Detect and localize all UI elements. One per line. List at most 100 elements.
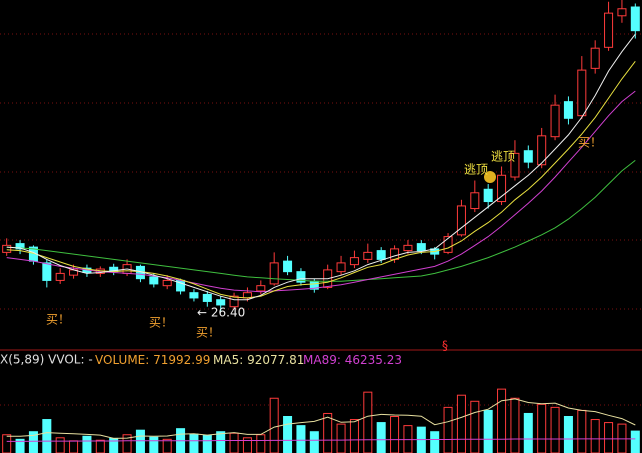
candle-body	[590, 47, 600, 69]
volume-bar	[510, 397, 520, 453]
readout-name: MA89:	[303, 353, 341, 367]
volume-bar	[497, 388, 507, 453]
volume-bar	[55, 437, 65, 453]
annotation: 逃顶	[464, 163, 488, 177]
volume-bar	[42, 419, 52, 453]
candle-body	[403, 244, 413, 252]
volume-bar	[390, 416, 400, 453]
volume-bar	[483, 409, 493, 453]
volume-bar	[296, 425, 306, 453]
volume-bar	[604, 422, 614, 453]
volume-bar	[563, 416, 573, 453]
candle-body	[2, 244, 12, 253]
candle-body	[256, 285, 266, 292]
candle-body	[189, 292, 199, 299]
ma-line	[6, 33, 636, 301]
ma-readout: MA89: 46235.23	[303, 353, 402, 367]
volume-bar	[122, 434, 132, 453]
volume-bar	[189, 433, 199, 453]
volume-bar	[577, 409, 587, 453]
candle-body	[42, 262, 52, 281]
candle-body	[376, 250, 386, 260]
volume-bar	[443, 406, 453, 453]
volume-bar	[630, 430, 640, 453]
readout-value: 46235.23	[345, 353, 402, 367]
candle-body	[470, 192, 480, 210]
annotation: 逃顶	[491, 150, 515, 164]
ma-line	[6, 160, 636, 282]
readout-name: VOLUME:	[95, 353, 149, 367]
volume-readout: VOLUME: 71992.99	[95, 353, 210, 367]
candle-body	[630, 6, 640, 32]
candle-body	[149, 276, 159, 285]
volume-bar	[309, 431, 319, 453]
candle-body	[483, 188, 493, 203]
candle-body	[363, 251, 373, 260]
candle-body	[456, 205, 466, 236]
candle-body	[202, 293, 212, 302]
icon	[484, 171, 496, 183]
volume-bar	[363, 391, 373, 453]
candle-body	[443, 236, 453, 253]
candle-body	[577, 69, 587, 117]
annotation: ← 26.40	[197, 306, 245, 320]
candle-body	[497, 174, 507, 203]
volume-bar	[349, 419, 359, 453]
annotation: 买！	[578, 136, 602, 150]
volume-bar	[456, 394, 466, 453]
annotations: 买！ 买！ 买！ 买！ 逃顶 逃顶 ← 26.40 §	[46, 136, 602, 353]
candle-body	[550, 104, 560, 138]
volume-bar	[376, 422, 386, 453]
candle-body	[229, 295, 239, 308]
candle-body	[296, 271, 306, 283]
ma-line	[6, 60, 636, 299]
volume-bar	[323, 412, 333, 453]
volume-bar	[336, 423, 346, 453]
volume-bar	[2, 434, 12, 453]
candle-body	[604, 12, 614, 48]
volume-bar	[15, 438, 25, 453]
volume-bar	[590, 419, 600, 453]
candle-body	[537, 135, 547, 166]
candle-body	[269, 262, 279, 285]
volume-bar	[135, 429, 145, 453]
readout-value: 71992.99	[153, 353, 210, 367]
candle-body	[617, 8, 627, 17]
annotation: §	[442, 339, 448, 353]
volume-bar	[162, 438, 172, 453]
candle-body	[283, 260, 293, 273]
volume-bar	[229, 432, 239, 453]
volume-bar	[430, 431, 440, 453]
volume-bar	[202, 434, 212, 453]
volume-bar	[149, 436, 159, 453]
ma-line	[6, 398, 636, 439]
candle-body	[216, 299, 226, 306]
candle-body	[162, 279, 172, 287]
candle-body	[416, 243, 426, 252]
candle-body	[15, 243, 25, 250]
candle-body	[55, 272, 65, 281]
volume-bar	[283, 416, 293, 453]
volume-bar	[216, 431, 226, 453]
volume-bar	[470, 400, 480, 453]
volume-bar	[550, 406, 560, 453]
candle-body	[510, 152, 520, 178]
readout-value: 92077.81	[247, 353, 304, 367]
ma-readout: MA5: 92077.81	[213, 353, 304, 367]
candle-body	[390, 248, 400, 260]
candle-body	[336, 262, 346, 273]
volume-bar	[28, 431, 38, 453]
annotation: 买！	[149, 316, 173, 330]
volume-bar	[95, 439, 105, 453]
candle-body	[523, 150, 533, 163]
annotation: 买！	[196, 326, 220, 340]
readout-name: MA5:	[213, 353, 243, 367]
volume-bar	[537, 403, 547, 453]
grid	[0, 33, 642, 406]
volume-bar	[523, 412, 533, 453]
annotation: 买！	[46, 313, 70, 327]
ma-line	[6, 438, 636, 442]
volume-bar	[269, 397, 279, 453]
